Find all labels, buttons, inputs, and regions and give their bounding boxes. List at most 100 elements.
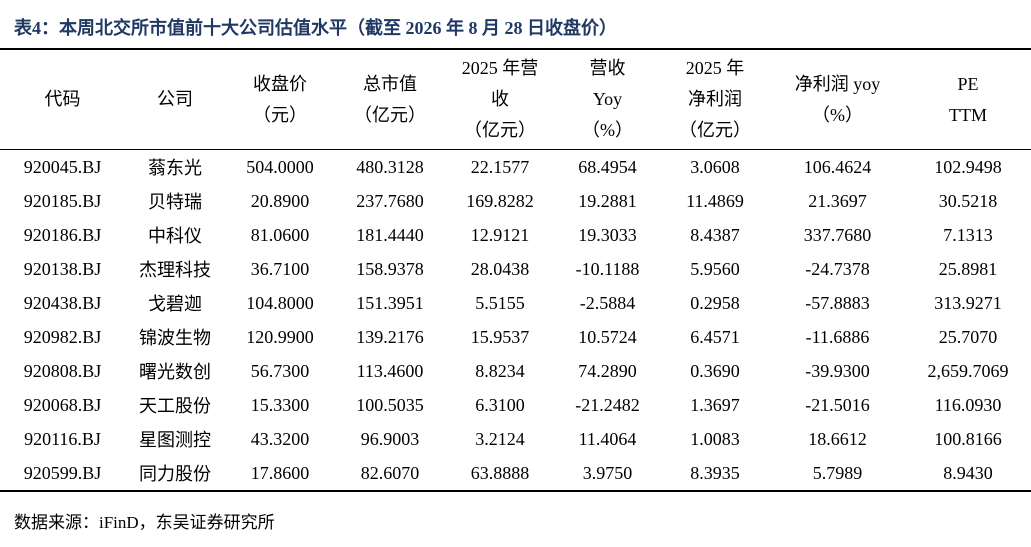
table-cell: 11.4869 — [686, 190, 744, 211]
table-cell: 30.5218 — [938, 190, 998, 211]
table-cell: 36.7100 — [250, 258, 310, 279]
header-line: （%） — [812, 104, 863, 125]
table-cell: 天工股份 — [139, 396, 211, 416]
table-cell: 曙光数创 — [139, 362, 211, 382]
table-cell: 104.8000 — [246, 292, 314, 313]
header-line: 收 — [491, 89, 509, 109]
header-cell: 营收 Yoy （%） — [555, 48, 660, 150]
table-cell: 43.3200 — [250, 428, 310, 449]
table-cell: 15.3300 — [250, 394, 310, 415]
table-row: 920982.BJ 锦波生物 120.9900 139.2176 15.9537 10.5… — [0, 320, 1031, 354]
table-cell: 120.9900 — [246, 326, 314, 347]
header-cell: 公司 — [125, 48, 225, 150]
table-cell: 5.7989 — [770, 456, 905, 492]
table-cell: 11.4064 — [578, 428, 637, 449]
table-cell: 25.7070 — [938, 326, 998, 347]
header-row: 代码 公司 收盘价 （元） 总市值 （亿元） 2025 年营收 （亿元） 营收 Yoy （%） 202… — [0, 48, 1031, 150]
header-cell: 收盘价 （元） — [225, 48, 335, 150]
table-cell: 106.4624 — [803, 156, 872, 177]
table-cell: 920438.BJ — [23, 292, 102, 313]
header-line: 总市值 — [363, 73, 417, 94]
header-line: 净利润 yoy — [794, 73, 881, 94]
table-cell: 5.9560 — [690, 258, 740, 279]
table-cell: 25.8981 — [938, 258, 998, 279]
table-cell: -21.5016 — [805, 394, 870, 415]
table-cell: 82.6070 — [335, 456, 445, 492]
source-note: 数据来源：iFinD，东吴证券研究所 — [14, 513, 275, 532]
table-cell: 63.8888 — [445, 456, 555, 492]
table-row: 920438.BJ 戈碧迦 104.8000 151.3951 5.5155 -2.588… — [0, 286, 1031, 320]
table-cell: 10.5724 — [578, 326, 637, 347]
table-cell: 28.0438 — [470, 258, 530, 279]
header-line: TTM — [949, 104, 987, 125]
table-cell: -24.7378 — [805, 258, 870, 279]
header-line: （元） — [253, 104, 307, 125]
header-line: 代码 — [44, 89, 81, 109]
table-cell: 杰理科技 — [139, 260, 211, 280]
table-cell: 169.8282 — [466, 190, 534, 211]
table-cell: 22.1577 — [470, 156, 530, 177]
header-line: （亿元） — [464, 120, 536, 140]
table-cell: 21.3697 — [808, 190, 867, 211]
table-cell: 102.9498 — [934, 156, 1002, 177]
table-cell: -57.8883 — [805, 292, 870, 313]
table-cell: -39.9300 — [805, 360, 870, 381]
header-cell: 净利润 yoy （%） — [770, 48, 905, 150]
table-cell: 100.8166 — [934, 428, 1002, 449]
table-cell: 戈碧迦 — [148, 294, 202, 314]
table-cell: -10.1188 — [575, 258, 640, 279]
header-cell: 2025 年净利润 （亿元） — [660, 48, 770, 150]
header-line: 营收 — [589, 58, 626, 78]
table-cell: 3.0608 — [690, 156, 740, 177]
table-cell: 18.6612 — [808, 428, 867, 449]
table-cell: 920982.BJ — [23, 326, 102, 347]
header-line: PE — [957, 73, 979, 94]
table-cell: 1.3697 — [690, 394, 740, 415]
table-row: 920138.BJ 杰理科技 36.7100 158.9378 28.0438 -10.1… — [0, 252, 1031, 286]
table-cell: 19.2881 — [578, 190, 637, 211]
header-line: Yoy — [592, 89, 623, 109]
valuation-table: 代码 公司 收盘价 （元） 总市值 （亿元） 2025 年营收 （亿元） 营收 Yoy （%） 202… — [0, 48, 1031, 492]
table-cell: -21.2482 — [575, 394, 640, 415]
table-cell: 6.3100 — [475, 394, 525, 415]
header-line: （%） — [582, 120, 633, 140]
table-cell: 7.1313 — [943, 224, 993, 245]
table-cell: 81.0600 — [250, 224, 310, 245]
table-cell: 5.5155 — [475, 292, 525, 313]
table-cell: 12.9121 — [470, 224, 530, 245]
table-cell: 19.3033 — [578, 224, 637, 245]
table-cell: 920068.BJ — [23, 394, 102, 415]
table-cell: 0.3690 — [690, 360, 740, 381]
header-cell: PE TTM — [905, 48, 1031, 150]
header-line: 净利润 — [688, 89, 742, 109]
table-cell: 920185.BJ — [23, 190, 102, 211]
table-cell: 星图测控 — [139, 430, 211, 450]
table-cell: 480.3128 — [356, 156, 424, 177]
table-cell: 920186.BJ — [23, 224, 102, 245]
table-cell: 56.7300 — [250, 360, 310, 381]
header-line: 2025 年 — [685, 58, 745, 78]
table-cell: 113.4600 — [356, 360, 424, 381]
table-cell: -2.5884 — [579, 292, 636, 313]
header-cell: 2025 年营收 （亿元） — [445, 48, 555, 150]
table-row: 920808.BJ 曙光数创 56.7300 113.4600 8.8234 74.289… — [0, 354, 1031, 388]
table-cell: 8.3935 — [660, 456, 770, 492]
table-cell: -11.6886 — [805, 326, 870, 347]
table-cell: 17.8600 — [225, 456, 335, 492]
table-cell: 贝特瑞 — [148, 192, 202, 212]
table-cell: 3.9750 — [555, 456, 660, 492]
header-line: 2025 年营 — [461, 58, 539, 78]
table-cell: 337.7680 — [803, 224, 872, 245]
table-cell: 同力股份 — [125, 456, 225, 492]
header-cell: 代码 — [0, 48, 125, 150]
table-row: 920599.BJ 同力股份 17.8600 82.6070 63.8888 3.9750… — [0, 456, 1031, 492]
header-line: （亿元） — [679, 120, 751, 140]
table-cell: 20.8900 — [250, 190, 310, 211]
table-cell: 151.3951 — [356, 292, 424, 313]
table-row: 920116.BJ 星图测控 43.3200 96.9003 3.2124 11.4064… — [0, 422, 1031, 456]
table-cell: 2,659.7069 — [927, 360, 1009, 381]
header-line: （亿元） — [354, 104, 426, 125]
table-cell: 锦波生物 — [139, 328, 211, 348]
table-cell: 74.2890 — [578, 360, 637, 381]
